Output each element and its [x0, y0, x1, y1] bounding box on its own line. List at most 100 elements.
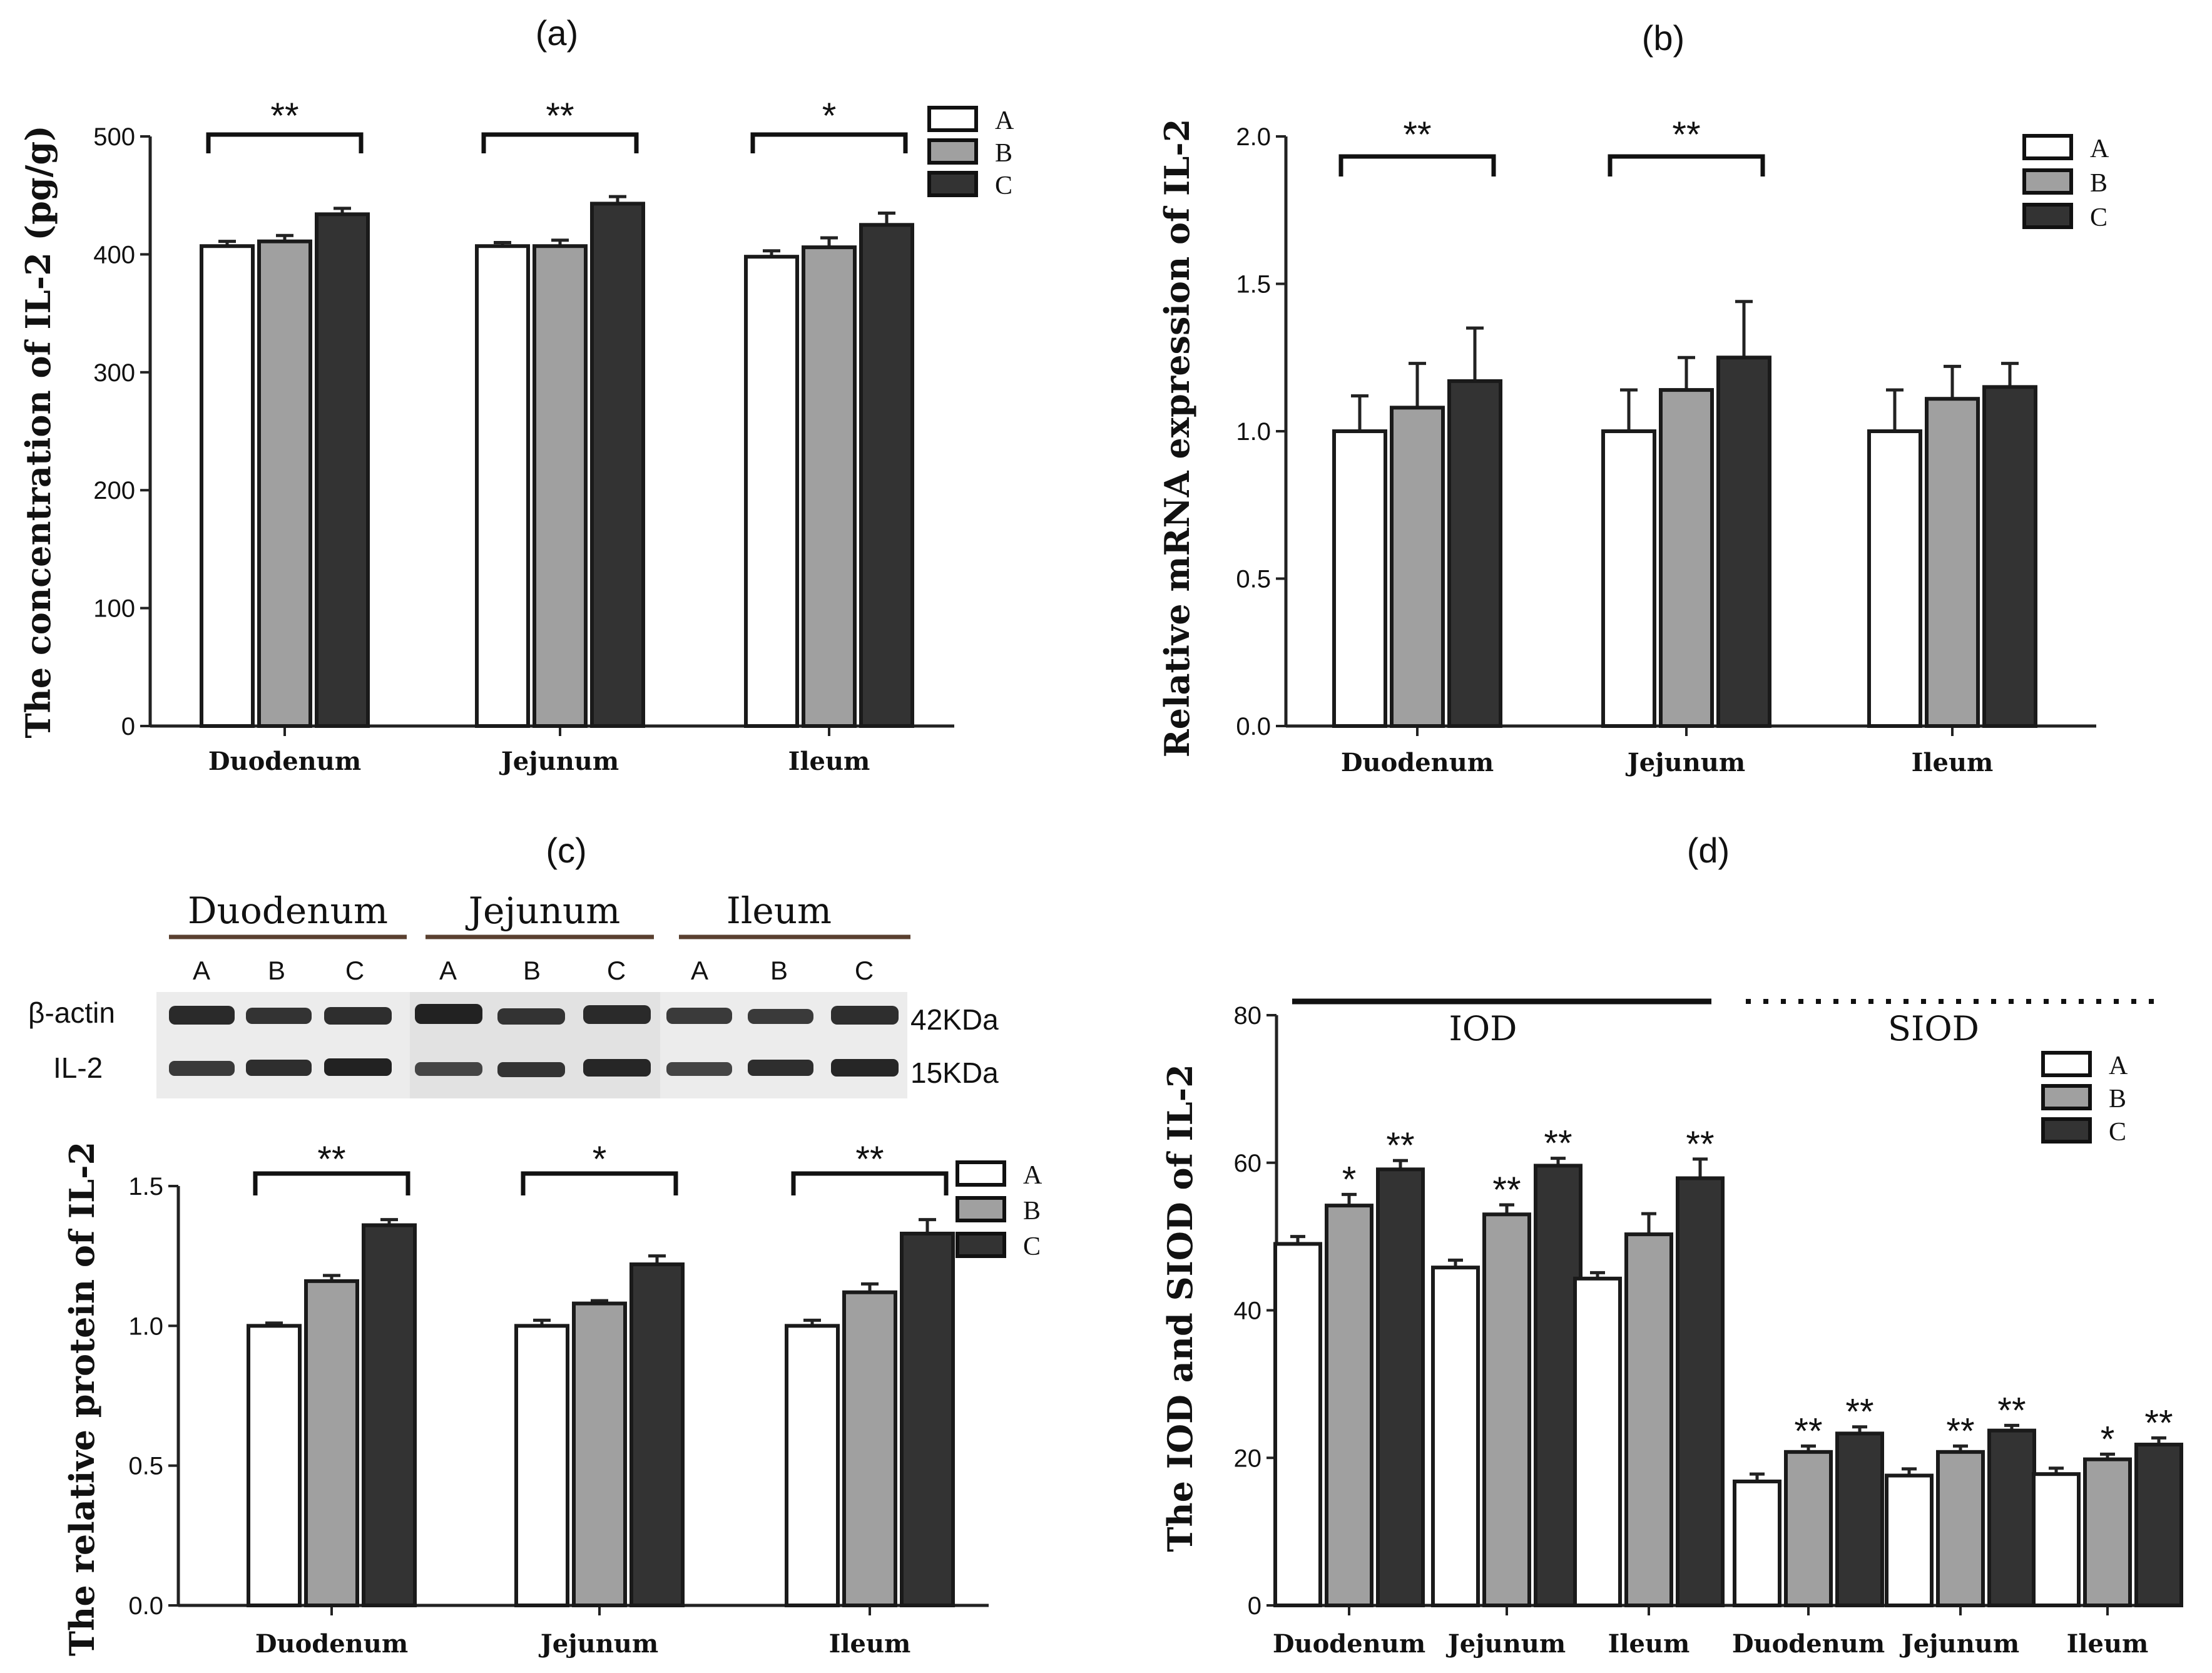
bar-b [1482, 1212, 1531, 1607]
bar-a [1867, 429, 1922, 728]
blot-lane-label: A [193, 956, 210, 985]
significance-mark: ** [855, 1139, 884, 1180]
blot-tissue-label: Duodenum [188, 889, 388, 932]
x-tick-label: Duodenum [255, 1629, 408, 1659]
bar-b [1936, 1450, 1985, 1608]
blot-lane-label: A [691, 956, 708, 985]
band-size-il2: 15KDa [910, 1056, 999, 1089]
panel-d-chart: (d) The IOD and SIOD of IL-2 0 20 40 60 80 Duod… [1160, 831, 2183, 1659]
bar-a [2032, 1472, 2081, 1608]
significance-bracket [253, 1171, 410, 1195]
y-tick-label: 0.5 [1236, 566, 1271, 593]
significance-mark: ** [1946, 1411, 1974, 1451]
x-tick-label: Jejunum [499, 747, 619, 776]
bar-c [315, 212, 370, 728]
significance-mark: ** [270, 96, 298, 136]
significance-bracket [750, 132, 908, 153]
blot-tissue-label: Ileum [726, 889, 832, 932]
il2-band [831, 1059, 899, 1077]
legend-label: B [995, 139, 1012, 168]
y-tick-label: 100 [93, 595, 135, 623]
y-axis-label: The relative protein of IL-2 [62, 1142, 102, 1656]
bar-c [629, 1262, 685, 1607]
bar-b [802, 245, 857, 728]
il2-band [666, 1062, 732, 1076]
actin-band [246, 1008, 312, 1024]
panel-a-chart: (a) The concentration of IL-2 (pg/g) 0 100 2… [18, 13, 1014, 776]
bar-c [1982, 385, 2037, 728]
x-tick-label: Duodenum [1273, 1629, 1425, 1659]
significance-mark: ** [1544, 1123, 1572, 1164]
legend-label: C [1023, 1232, 1041, 1261]
x-tick-label: Ileum [1912, 748, 1994, 777]
bar-b [572, 1301, 627, 1608]
significance-mark: ** [1386, 1125, 1414, 1166]
legend-swatch-b [927, 138, 978, 165]
bar-c [1376, 1167, 1425, 1607]
blot-bands [169, 1004, 899, 1077]
bar-a [475, 244, 530, 729]
y-axis-label: Relative mRNA expression of IL-2 [1157, 119, 1197, 758]
y-tick-label: 200 [93, 477, 135, 504]
significance-mark: ** [317, 1139, 345, 1180]
blot-tissue-label: Jejunum [466, 889, 621, 932]
actin-band [415, 1004, 482, 1024]
legend-label: C [2109, 1118, 2126, 1147]
y-tick-label: 0.0 [128, 1592, 163, 1620]
bar-c [1835, 1431, 1884, 1608]
bar-a [1332, 429, 1387, 728]
significance-mark: ** [1672, 115, 1700, 155]
panel-title: (a) [536, 13, 578, 53]
significance-mark: ** [1997, 1390, 2026, 1431]
actin-band [497, 1008, 565, 1025]
bar-b [2083, 1457, 2132, 1607]
bar-c [859, 223, 914, 728]
y-tick-label: 1.0 [128, 1312, 163, 1340]
panel-c-chart: (c) The relative protein of IL-2 0.0 0.5 1.0… [62, 831, 1042, 1659]
bar-a [1431, 1266, 1480, 1607]
y-tick-label: 0 [121, 713, 135, 740]
bar-b [1784, 1450, 1833, 1608]
il2-band [324, 1058, 392, 1076]
blot-lane-label: B [268, 956, 285, 985]
panel-title: (c) [546, 831, 586, 870]
western-blot: Duodenum Jejunum Ileum A B C A B C A B C [28, 889, 999, 1098]
y-tick-label: 300 [93, 359, 135, 387]
significance-mark: ** [1686, 1124, 1714, 1165]
legend-swatch-c [956, 1232, 1006, 1258]
bar-c [590, 202, 645, 728]
y-axis-label: The IOD and SIOD of IL-2 [1160, 1064, 1200, 1552]
y-tick-label: 500 [93, 123, 135, 151]
significance-mark: * [2101, 1419, 2115, 1460]
il2-band [169, 1061, 235, 1076]
bar-b [304, 1279, 359, 1608]
actin-band [831, 1006, 899, 1025]
bar-b [1390, 406, 1445, 728]
bar-b [1659, 388, 1714, 728]
x-tick-label: Ileum [829, 1629, 911, 1659]
legend-swatch-a [2022, 134, 2073, 160]
legend-label: A [2109, 1051, 2128, 1080]
bar-b [1925, 397, 1980, 728]
legend-swatch-a [927, 106, 978, 132]
bar-a [1601, 429, 1656, 728]
bar-c [900, 1231, 955, 1607]
legend-swatch-c [927, 171, 978, 197]
x-tick-label: Jejunum [1446, 1629, 1566, 1659]
y-tick-label: 2.0 [1236, 123, 1271, 151]
panel-b-chart: (b) Relative mRNA expression of IL-2 0.0 0.… [1157, 18, 2109, 777]
bar-b [1325, 1204, 1374, 1608]
y-tick-label: 20 [1234, 1445, 1262, 1472]
significance-mark: * [593, 1139, 607, 1180]
bar-a [1885, 1473, 1934, 1608]
il2-band [583, 1059, 651, 1077]
significance-mark: ** [546, 96, 574, 136]
bar-a [200, 244, 255, 729]
band-size-actin: 42KDa [910, 1003, 999, 1036]
x-tick-label: Duodenum [1341, 748, 1494, 777]
legend-label: C [2090, 203, 2108, 232]
il2-band [497, 1062, 565, 1077]
bar-c [1987, 1428, 2036, 1607]
legend-swatch-a [956, 1160, 1006, 1187]
bar-a [514, 1324, 569, 1607]
